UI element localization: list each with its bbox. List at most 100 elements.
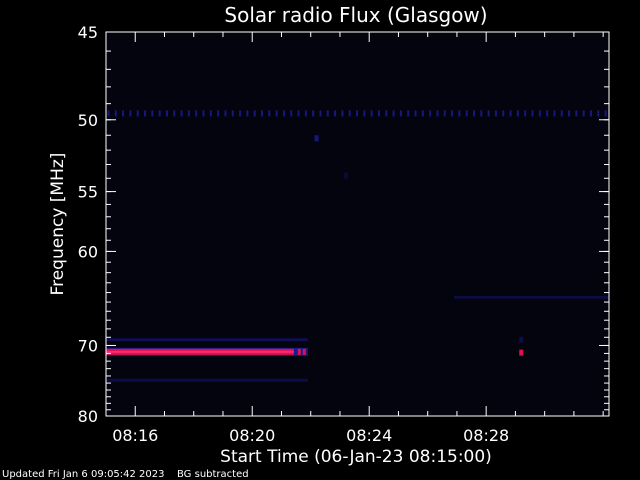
y-tick-label: 50 xyxy=(78,111,98,130)
interference-dot xyxy=(604,110,607,117)
feature-blip xyxy=(519,349,524,356)
faint-band xyxy=(454,295,609,299)
y-tick-label: 45 xyxy=(78,23,98,42)
interference-dot xyxy=(129,110,132,117)
emission-band-peak xyxy=(106,350,294,353)
interference-dot xyxy=(465,110,468,117)
interference-dot xyxy=(180,110,183,117)
interference-dot xyxy=(443,110,446,117)
interference-dot xyxy=(516,110,519,117)
interference-dot xyxy=(282,110,285,117)
interference-dot xyxy=(297,110,300,117)
feature-faint-band xyxy=(106,338,308,342)
interference-dot xyxy=(560,110,563,117)
interference-dot xyxy=(370,110,373,117)
interference-dot xyxy=(451,110,454,117)
signal-blip xyxy=(519,349,524,356)
interference-dot xyxy=(458,110,461,117)
x-tick-label: 08:24 xyxy=(346,426,392,445)
interference-dot xyxy=(239,110,242,117)
interference-dot xyxy=(429,110,432,117)
plot-background xyxy=(106,32,609,416)
plot-frame xyxy=(105,31,610,417)
interference-dot xyxy=(568,110,571,117)
updated-timestamp: Updated Fri Jan 6 09:05:42 2023 xyxy=(2,469,165,480)
feature-dotted-interference xyxy=(107,110,607,117)
y-axis-title: Frequency [MHz] xyxy=(48,153,68,296)
faint-band xyxy=(106,338,308,342)
chart-title: Solar radio Flux (Glasgow) xyxy=(224,3,487,27)
y-tick-label: 60 xyxy=(78,242,98,261)
interference-dot xyxy=(487,110,490,117)
interference-dot xyxy=(209,110,212,117)
interference-dot xyxy=(494,110,497,117)
interference-dot xyxy=(173,110,176,117)
interference-dot xyxy=(202,110,205,117)
interference-dot xyxy=(319,110,322,117)
interference-dot xyxy=(195,110,198,117)
interference-dot xyxy=(341,110,344,117)
signal-blip xyxy=(314,135,319,142)
feature-blip xyxy=(314,135,319,142)
interference-dot xyxy=(114,110,117,117)
interference-dot xyxy=(502,110,505,117)
interference-dot xyxy=(348,110,351,117)
interference-dot xyxy=(224,110,227,117)
background-note: BG subtracted xyxy=(177,469,249,480)
interference-dot xyxy=(122,110,125,117)
interference-dot xyxy=(538,110,541,117)
interference-dot xyxy=(326,110,329,117)
signal-blip xyxy=(343,172,348,179)
interference-dot xyxy=(158,110,161,117)
feature-strong-emission-band xyxy=(106,347,308,356)
emission-band-tail xyxy=(297,348,301,355)
heatmap-area xyxy=(106,32,609,416)
y-tick-label: 70 xyxy=(78,336,98,355)
interference-dot xyxy=(407,110,410,117)
interference-dot xyxy=(575,110,578,117)
interference-dot xyxy=(217,110,220,117)
interference-dot xyxy=(392,110,395,117)
interference-dot xyxy=(385,110,388,117)
emission-band-tail xyxy=(302,348,306,355)
interference-dot xyxy=(260,110,263,117)
interference-dot xyxy=(187,110,190,117)
feature-blip xyxy=(519,336,524,343)
x-axis-title: Start Time (06-Jan-23 08:15:00) xyxy=(220,447,492,467)
interference-dot xyxy=(312,110,315,117)
interference-dot xyxy=(268,110,271,117)
x-tick-label: 08:20 xyxy=(229,426,275,445)
interference-dot xyxy=(151,110,154,117)
interference-dot xyxy=(246,110,249,117)
interference-dot xyxy=(165,110,168,117)
x-tick-label: 08:28 xyxy=(463,426,509,445)
interference-dot xyxy=(334,110,337,117)
interference-dot xyxy=(290,110,293,117)
y-tick-label: 55 xyxy=(78,183,98,202)
interference-dot xyxy=(356,110,359,117)
interference-dot xyxy=(589,110,592,117)
interference-dot xyxy=(473,110,476,117)
interference-dot xyxy=(531,110,534,117)
interference-dot xyxy=(107,110,110,117)
feature-faint-band xyxy=(454,295,609,299)
interference-dot xyxy=(553,110,556,117)
interference-dot xyxy=(509,110,512,117)
faint-band xyxy=(106,378,308,382)
interference-dot xyxy=(253,110,256,117)
interference-dot xyxy=(414,110,417,117)
feature-faint-band xyxy=(106,378,308,382)
interference-dot xyxy=(582,110,585,117)
axes: 45 50 55 60 70 80 08:16 08:20 08:24 08:28 xyxy=(78,23,609,445)
interference-dot xyxy=(597,110,600,117)
interference-dot xyxy=(399,110,402,117)
interference-dot xyxy=(363,110,366,117)
interference-dot xyxy=(304,110,307,117)
interference-dot xyxy=(546,110,549,117)
interference-dot xyxy=(421,110,424,117)
interference-dot xyxy=(524,110,527,117)
interference-dot xyxy=(275,110,278,117)
interference-dot xyxy=(480,110,483,117)
interference-dot xyxy=(377,110,380,117)
